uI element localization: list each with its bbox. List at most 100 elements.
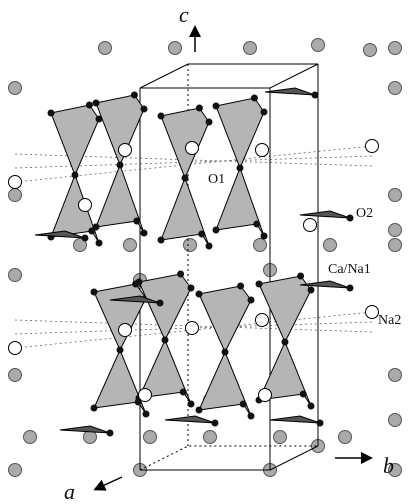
ca-na-atom	[9, 82, 22, 95]
axis-label: c	[179, 2, 189, 27]
oxygen-atom	[180, 389, 187, 396]
ca-na-atom	[144, 431, 157, 444]
oxygen-atom	[158, 113, 165, 120]
tetrahedron	[300, 211, 350, 218]
oxygen-atom	[213, 227, 220, 234]
oxygen-atom	[213, 103, 220, 110]
oxygen-atom	[251, 95, 258, 102]
na2-atom	[259, 389, 272, 402]
oxygen-atom	[312, 92, 319, 99]
oxygen-atom	[158, 237, 165, 244]
tetrahedron	[265, 88, 315, 95]
oxygen-atom	[86, 102, 93, 109]
oxygen-atom	[261, 109, 268, 116]
tetrahedron	[94, 284, 146, 350]
cell-bottom	[140, 446, 318, 470]
oxygen-atom	[91, 289, 98, 296]
oxygen-atom	[182, 175, 189, 182]
ca-na-atom	[204, 431, 217, 444]
oxygen-atom	[196, 105, 203, 112]
tetrahedron	[139, 274, 191, 340]
na2-atom	[139, 389, 152, 402]
ca-na-atom	[389, 82, 402, 95]
oxygen-atom	[206, 243, 213, 250]
axis-label: a	[64, 479, 75, 504]
oxygen-atom	[107, 430, 114, 437]
oxygen-atom	[297, 273, 304, 280]
a-arrow	[96, 477, 122, 489]
tetrahedron	[60, 426, 110, 433]
oxygen-atom	[72, 172, 79, 179]
oxygen-atom	[96, 240, 103, 247]
na2-atom	[119, 144, 132, 157]
tetrahedron	[165, 416, 215, 423]
na2-atom	[9, 342, 22, 355]
na2-atom	[256, 144, 269, 157]
oxygen-atom	[117, 347, 124, 354]
ca-na-atom	[324, 239, 337, 252]
oxygen-atom	[308, 287, 315, 294]
oxygen-atom	[48, 110, 55, 117]
oxygen-atom	[143, 411, 150, 418]
ca-na-atom	[9, 369, 22, 382]
ca-na-atom	[24, 431, 37, 444]
atom-label: O2	[356, 206, 373, 221]
ca-na-atom	[364, 44, 377, 57]
na2-atom	[256, 314, 269, 327]
na2-atom	[9, 176, 22, 189]
oxygen-atom	[253, 221, 260, 228]
ca-na-atom	[254, 239, 267, 252]
oxygen-atom	[93, 100, 100, 107]
oxygen-atom	[188, 401, 195, 408]
oxygen-atom	[240, 401, 247, 408]
ca-na-atom	[389, 189, 402, 202]
oxygen-atom	[282, 339, 289, 346]
ca-na-atom	[9, 269, 22, 282]
ca-na-atom	[9, 464, 22, 477]
oxygen-atom	[188, 285, 195, 292]
ca-na-atom	[9, 189, 22, 202]
oxygen-atom	[162, 337, 169, 344]
oxygen-atom	[196, 291, 203, 298]
oxygen-atom	[82, 235, 89, 242]
oxygen-atom	[198, 231, 205, 238]
ca-na-atom	[389, 224, 402, 237]
ca-na-atom	[244, 42, 257, 55]
oxygen-atom	[347, 285, 354, 292]
na2-atom	[304, 219, 317, 232]
crystal-structure: c b a O1 O2 Ca/Na1 Na2	[0, 0, 416, 504]
oxygen-atom	[237, 283, 244, 290]
tetrahedron	[161, 108, 209, 178]
oxygen-atom	[256, 281, 263, 288]
oxygen-atom	[196, 407, 203, 414]
oxygen-atom	[91, 405, 98, 412]
oxygen-atom	[93, 224, 100, 231]
oxygen-atom	[133, 218, 140, 225]
tetrahedron	[216, 98, 264, 168]
ca-na-atom	[184, 239, 197, 252]
tetrahedron	[259, 276, 311, 342]
oxygen-atom	[261, 233, 268, 240]
na2-atom	[79, 199, 92, 212]
na2-atom	[366, 306, 379, 319]
ca-na-atom	[389, 369, 402, 382]
ca-na-atom	[339, 431, 352, 444]
atom-label: Na2	[378, 313, 401, 328]
na2-atom	[119, 324, 132, 337]
oxygen-atom	[222, 349, 229, 356]
ca-na-atom	[169, 42, 182, 55]
ca-na-atom	[389, 42, 402, 55]
axis-label: b	[383, 453, 394, 478]
oxygen-atom	[206, 119, 213, 126]
oxygen-atom	[212, 420, 219, 427]
tetrahedron	[270, 416, 320, 423]
oxygen-atom	[248, 297, 255, 304]
oxygen-atom	[237, 165, 244, 172]
oxygen-atom	[347, 215, 354, 222]
cell-bottom	[140, 446, 318, 470]
oxygen-atom	[248, 413, 255, 420]
oxygen-atom	[136, 279, 143, 286]
atom-label: Ca/Na1	[328, 262, 371, 277]
tetrahedron	[51, 105, 99, 175]
oxygen-atom	[157, 300, 164, 307]
